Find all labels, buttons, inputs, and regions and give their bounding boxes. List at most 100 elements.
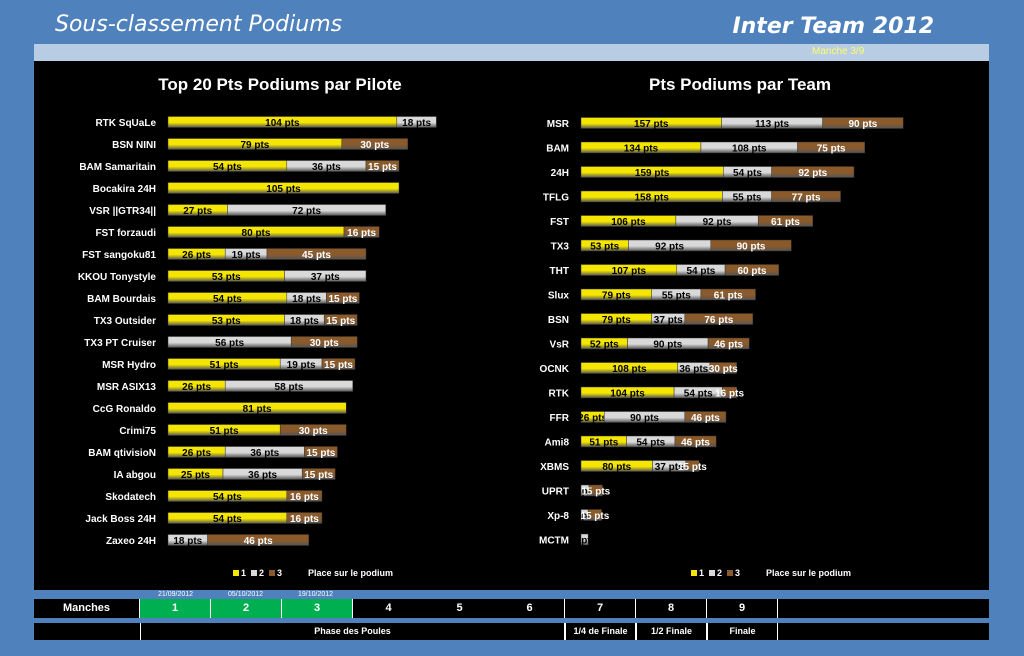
data-label: 80 pts: [602, 462, 631, 473]
data-label: 52 pts: [590, 340, 619, 351]
bar-segment: [685, 460, 700, 472]
data-label: 15 pts: [678, 462, 707, 473]
data-label: 16 pts: [290, 514, 319, 525]
manche-6[interactable]: 6: [495, 599, 565, 618]
category-label: RTK: [548, 389, 569, 400]
category-label: Skodatech: [105, 492, 156, 503]
data-label: 54 pts: [213, 514, 242, 525]
data-label: 18 pts: [290, 316, 319, 327]
charts-svg: Top 20 Pts Podiums par Pilote RTK SqUaLe 1…: [78, 75, 904, 578]
legend-swatch: [269, 570, 275, 576]
data-label: 53 pts: [212, 272, 241, 283]
manche-9[interactable]: 9: [707, 599, 778, 618]
bar-segment: [771, 166, 855, 178]
manche-3[interactable]: 3: [282, 599, 353, 618]
data-label: 25 pts: [181, 470, 210, 481]
category-label: MSR: [547, 119, 570, 130]
category-label: UPRT: [542, 487, 569, 498]
bar-segment: [588, 484, 603, 497]
manche-date-1: 21/09/2012: [158, 591, 194, 598]
data-label: 37 pts: [311, 272, 340, 283]
bar-segment: [580, 533, 589, 546]
bar-segment: [301, 468, 336, 480]
data-label: 90 pts: [630, 413, 659, 424]
manche-date-3: 19/10/2012: [298, 591, 334, 598]
bar-segment: [757, 215, 814, 227]
data-label: 16 pts: [290, 492, 319, 503]
data-label: 26 pts: [182, 448, 211, 459]
data-label: 36 pts: [679, 364, 708, 375]
category-label: MCTM: [539, 536, 569, 547]
data-label: 106 pts: [611, 217, 646, 228]
category-label: BAM qtivisioN: [88, 448, 156, 459]
data-label: 61 pts: [771, 217, 800, 228]
data-label: 113 pts: [755, 119, 789, 130]
category-label: MSR ASIX13: [97, 382, 157, 393]
legend-label: 2: [717, 568, 722, 578]
data-label: 79 pts: [602, 315, 631, 326]
bar-segment: [771, 190, 841, 203]
bar-segment: [167, 402, 347, 414]
manche-5[interactable]: 5: [456, 602, 463, 614]
data-label: 16 pts: [715, 389, 744, 400]
data-label: 79 pts: [240, 140, 269, 151]
data-label: 19 pts: [287, 360, 316, 371]
data-label: 15 pts: [324, 360, 353, 371]
data-label: 30 pts: [709, 364, 738, 375]
data-label: 19 pts: [232, 250, 261, 261]
bar-segment: [674, 435, 717, 448]
data-label: 56 pts: [215, 338, 244, 349]
data-label: 76 pts: [704, 315, 733, 326]
category-label: FST: [550, 217, 569, 228]
manche-8[interactable]: 8: [636, 599, 707, 618]
category-label: RTK SqUaLe: [95, 118, 156, 129]
legend-label: 3: [735, 568, 740, 578]
category-label: TX3 Outsider: [94, 316, 156, 327]
legend-title: Place sur le podium: [766, 568, 851, 578]
competition-title: Inter Team 2012: [732, 14, 934, 39]
manche-7[interactable]: 7: [565, 599, 636, 618]
chart-title-0: Top 20 Pts Podiums par Pilote: [158, 75, 401, 94]
data-label: 55 pts: [733, 193, 762, 204]
legend-label: 1: [699, 568, 704, 578]
data-label: 15 pts: [306, 448, 335, 459]
legend-swatch: [727, 570, 733, 576]
data-label: 134 pts: [624, 144, 659, 155]
category-label: BSN: [548, 315, 569, 326]
category-label: FFR: [550, 413, 570, 424]
data-label: 72 pts: [292, 206, 321, 217]
category-label: Bocakira 24H: [93, 184, 156, 195]
data-label: 80 pts: [242, 228, 271, 239]
data-label: 30 pts: [310, 338, 339, 349]
data-label: 26 pts: [182, 382, 211, 393]
bar-segment: [587, 509, 602, 521]
data-label: 108 pts: [612, 364, 647, 375]
data-label: 51 pts: [210, 360, 239, 371]
data-label: 8 pts: [573, 511, 597, 522]
bar-segment: [321, 358, 356, 370]
manche-4[interactable]: 4: [385, 602, 392, 614]
data-label: 9 pts: [573, 487, 597, 498]
data-label: 104 pts: [265, 118, 300, 129]
manche-2[interactable]: 2: [211, 599, 282, 618]
category-label: FST forzaudi: [95, 228, 156, 239]
legend-title: Place sur le podium: [308, 568, 393, 578]
data-label: 30 pts: [299, 426, 328, 437]
bar-segment: [684, 411, 727, 423]
data-label: 15 pts: [326, 316, 355, 327]
category-label: VSR ||GTR34||: [89, 206, 156, 217]
data-label: 75 pts: [817, 144, 846, 155]
bar-segment: [700, 288, 756, 301]
bar-segment: [284, 270, 367, 282]
bar-segment: [323, 314, 358, 326]
manche-1[interactable]: 1: [140, 599, 211, 618]
bar-segment: [167, 182, 400, 194]
category-label: Ami8: [545, 438, 570, 449]
category-label: THT: [550, 266, 569, 277]
bar-segment: [710, 239, 792, 252]
data-label: 15 pts: [304, 470, 333, 481]
data-label: 46 pts: [714, 340, 743, 351]
data-label: 46 pts: [681, 438, 710, 449]
data-label: 8 pts: [573, 536, 597, 547]
data-label: 104 pts: [610, 389, 645, 400]
